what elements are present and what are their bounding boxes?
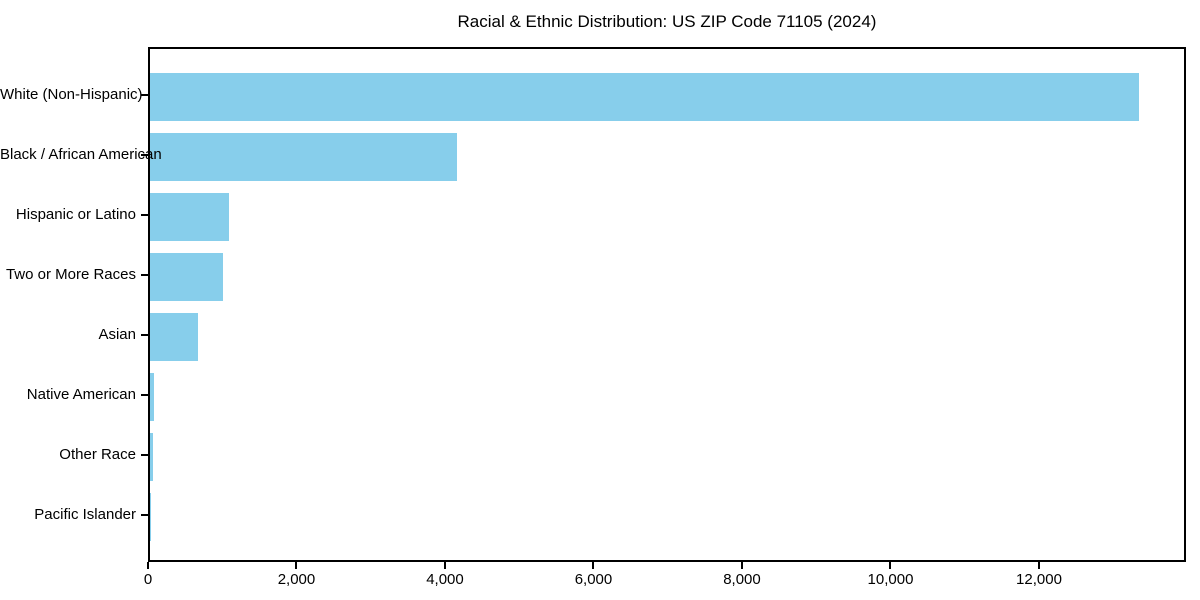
x-axis-tick-label: 10,000 bbox=[867, 571, 914, 588]
y-axis-label-native-american: Native American bbox=[26, 385, 136, 403]
plot-area bbox=[148, 47, 1186, 562]
x-axis-tick-label: 8,000 bbox=[723, 571, 761, 588]
x-tick-mark bbox=[889, 562, 892, 569]
y-axis-label-other-race: Other Race bbox=[59, 445, 136, 463]
y-tick-mark bbox=[141, 93, 148, 96]
y-axis-label-white-non-hispanic: White (Non-Hispanic) bbox=[0, 85, 143, 103]
x-tick-mark bbox=[147, 562, 149, 569]
x-axis-tick-label: 0 bbox=[143, 571, 153, 588]
bar-white-non-hispanic bbox=[150, 72, 1139, 121]
y-tick-mark bbox=[141, 153, 148, 156]
x-axis-tick-label: 4,000 bbox=[426, 571, 464, 588]
x-axis-tick-label: 2,000 bbox=[277, 571, 316, 588]
bar-asian bbox=[150, 312, 199, 361]
x-tick-mark bbox=[295, 562, 298, 569]
bar-other-race bbox=[150, 432, 153, 481]
bar-black-african-american bbox=[150, 132, 457, 181]
y-tick-mark bbox=[141, 453, 148, 456]
y-tick-mark bbox=[141, 333, 148, 336]
x-tick-mark bbox=[740, 562, 743, 569]
y-tick-mark bbox=[141, 513, 148, 516]
x-axis-tick-label: 12,000 bbox=[1016, 571, 1062, 588]
y-tick-mark bbox=[141, 273, 148, 276]
y-axis-label-hispanic-or-latino: Hispanic or Latino bbox=[15, 205, 136, 223]
chart-title: Racial & Ethnic Distribution: US ZIP Cod… bbox=[457, 12, 877, 31]
x-tick-mark bbox=[1037, 562, 1040, 569]
x-tick-mark bbox=[443, 562, 446, 569]
y-axis-label-black-african-american: Black / African American bbox=[0, 145, 162, 163]
x-axis-tick-label: 6,000 bbox=[574, 571, 613, 588]
y-axis-label-pacific-islander: Pacific Islander bbox=[34, 505, 136, 523]
bar-native-american bbox=[150, 372, 155, 421]
y-axis-label-asian: Asian bbox=[98, 325, 136, 343]
bar-two-or-more-races bbox=[150, 252, 223, 301]
bar-hispanic-or-latino bbox=[150, 192, 229, 241]
y-axis-label-two-or-more-races: Two or More Races bbox=[5, 265, 136, 283]
y-tick-mark bbox=[141, 213, 148, 216]
y-tick-mark bbox=[141, 393, 148, 396]
x-tick-mark bbox=[592, 562, 595, 569]
